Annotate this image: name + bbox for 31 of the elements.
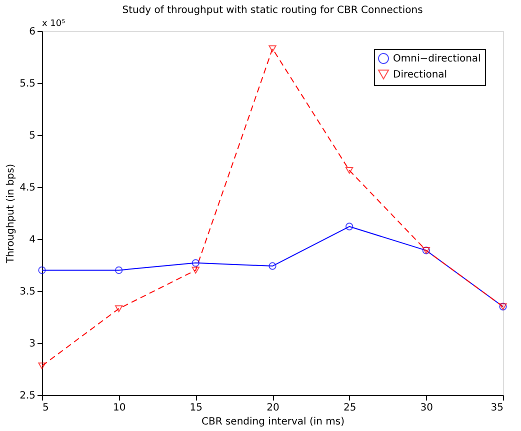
x-tick-label: 10 — [112, 402, 126, 414]
y-tick-label: 4.5 — [20, 182, 36, 194]
point — [38, 362, 46, 370]
x-tick-label: 15 — [190, 402, 203, 414]
y-tick-label: 4 — [29, 234, 36, 246]
point — [192, 259, 200, 267]
point — [114, 305, 123, 312]
chart-title: Study of throughput with static routing for CBR Connections — [122, 5, 423, 16]
legend-label: Directional — [393, 70, 448, 80]
text: x 10⁵ — [42, 19, 66, 29]
point — [268, 45, 276, 52]
point — [114, 266, 123, 274]
x-tick-label: 25 — [343, 402, 356, 414]
x-tick-label: 20 — [266, 402, 280, 414]
y-tick-label: 2.5 — [20, 390, 36, 402]
point — [345, 166, 354, 174]
x-tick-label: 35 — [490, 402, 504, 414]
point — [345, 222, 354, 230]
point — [192, 266, 200, 274]
y-tick-label: 5 — [29, 130, 36, 142]
y-tick-label: 3.5 — [20, 286, 36, 298]
y-tick-label: 3 — [29, 338, 36, 350]
legend-label: Omni−directional — [393, 54, 481, 64]
x-tick-label: 30 — [420, 402, 434, 414]
x-axis-title: CBR sending interval (in ms) — [201, 416, 345, 428]
point — [38, 266, 46, 274]
y-tick-label: 6 — [29, 26, 36, 38]
point — [268, 262, 276, 270]
y-tick-label: 5.5 — [20, 78, 36, 90]
y-axis-title: Throughput (in bps) — [6, 164, 17, 264]
x-tick-label: 5 — [42, 402, 49, 414]
